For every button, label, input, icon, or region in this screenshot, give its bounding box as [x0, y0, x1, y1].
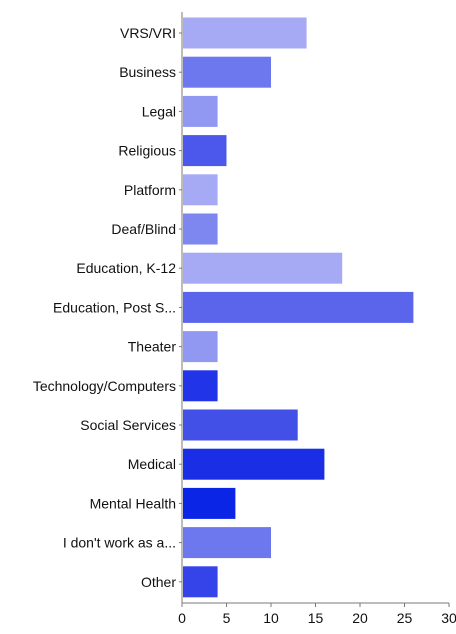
category-label: Theater [128, 339, 177, 355]
bar [183, 331, 218, 363]
bar [183, 174, 218, 206]
x-tick-label: 15 [308, 610, 324, 626]
x-tick-label: 10 [263, 610, 279, 626]
category-label: Education, K-12 [76, 260, 176, 276]
category-label: Business [119, 64, 176, 80]
bar [183, 213, 218, 245]
bar [183, 566, 218, 598]
bar [183, 135, 227, 167]
bar [183, 95, 218, 127]
x-tick-label: 20 [352, 610, 368, 626]
category-label: Mental Health [90, 495, 176, 511]
bar [183, 409, 298, 441]
bar [183, 56, 271, 88]
bar [183, 252, 343, 284]
x-tick-label: 5 [223, 610, 231, 626]
category-label: Platform [124, 182, 176, 198]
bar [183, 291, 414, 323]
x-ticks-group: 0 5 10 15 20 25 30 [178, 603, 456, 626]
category-labels-group: VRS/VRI Business Legal Religious Platform Dea… [33, 25, 177, 590]
category-label: Religious [118, 143, 176, 159]
bar [183, 527, 271, 559]
category-label: Other [141, 574, 176, 590]
bar [183, 17, 307, 49]
category-label: Technology/Computers [33, 378, 176, 394]
x-tick-label: 30 [441, 610, 456, 626]
bar [183, 448, 325, 480]
category-label: Deaf/Blind [111, 221, 176, 237]
x-tick-label: 25 [397, 610, 413, 626]
category-label: Social Services [80, 417, 176, 433]
category-label: I don't work as a... [63, 535, 176, 551]
category-label: Education, Post S... [53, 299, 176, 315]
category-label: Medical [128, 456, 176, 472]
category-label: Legal [142, 103, 176, 119]
bars-group [183, 17, 414, 598]
bar [183, 370, 218, 402]
category-label: VRS/VRI [120, 25, 176, 41]
bar [183, 487, 236, 519]
x-tick-label: 0 [178, 610, 186, 626]
